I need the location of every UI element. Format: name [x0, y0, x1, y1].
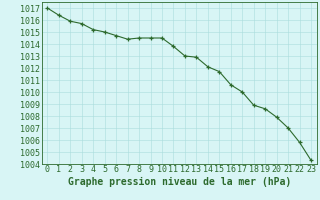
- X-axis label: Graphe pression niveau de la mer (hPa): Graphe pression niveau de la mer (hPa): [68, 177, 291, 187]
